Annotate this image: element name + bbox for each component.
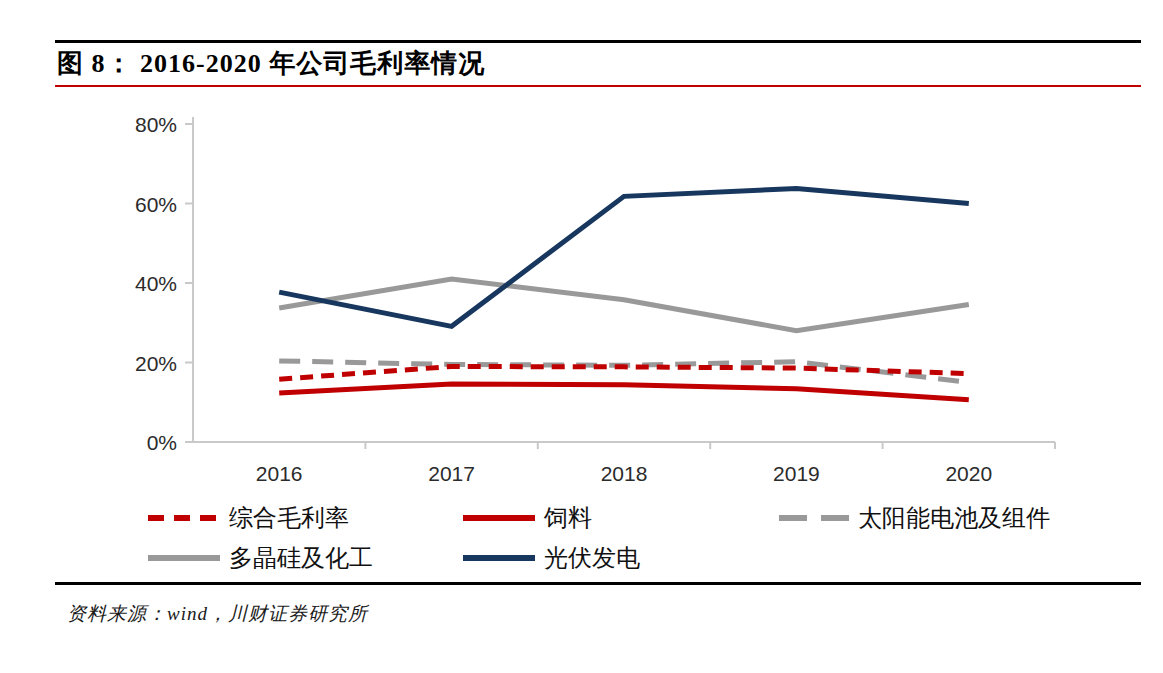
legend-item: 综合毛利率 [148, 504, 349, 532]
legend-swatch-solid [463, 515, 535, 521]
series-line [279, 361, 969, 382]
y-tick-label: 60% [135, 193, 177, 216]
series-line [279, 366, 969, 379]
report-figure: 图 8： 2016-2020 年公司毛利率情况 0%20%40%60%80%20… [0, 0, 1163, 673]
x-tick-label: 2017 [428, 462, 475, 485]
y-tick-label: 40% [135, 272, 177, 295]
legend-swatch-solid [148, 555, 220, 561]
legend-label: 综合毛利率 [229, 504, 349, 532]
x-tick-label: 2016 [256, 462, 303, 485]
series-line [279, 384, 969, 400]
legend-swatch-dash-short [148, 515, 220, 521]
x-tick-label: 2018 [601, 462, 648, 485]
legend-item: 饲料 [463, 504, 592, 532]
legend-item: 多晶硅及化工 [148, 544, 373, 572]
gross-margin-chart: 0% 20% 40% 60% 80% 2016 2017 2018 2019 2020 [0, 0, 1163, 500]
y-tick-label: 80% [135, 113, 177, 136]
y-tick-label: 20% [135, 352, 177, 375]
x-tick-label: 2019 [773, 462, 820, 485]
series-line [279, 188, 969, 326]
legend-label: 太阳能电池及组件 [858, 504, 1050, 532]
legend-item: 光伏发电 [463, 544, 640, 572]
x-tick-label: 2020 [945, 462, 992, 485]
footer-rule [55, 582, 1141, 585]
y-tick-label: 0% [147, 431, 177, 454]
legend-swatch-solid [463, 555, 535, 561]
legend-swatch-dash-long [779, 515, 849, 521]
legend-label: 光伏发电 [544, 544, 640, 572]
legend-label: 多晶硅及化工 [229, 544, 373, 572]
legend-label: 饲料 [544, 504, 592, 532]
legend-item: 太阳能电池及组件 [779, 504, 1050, 532]
source-note: 资料来源：wind，川财证券研究所 [67, 601, 368, 627]
series-line [279, 279, 969, 331]
